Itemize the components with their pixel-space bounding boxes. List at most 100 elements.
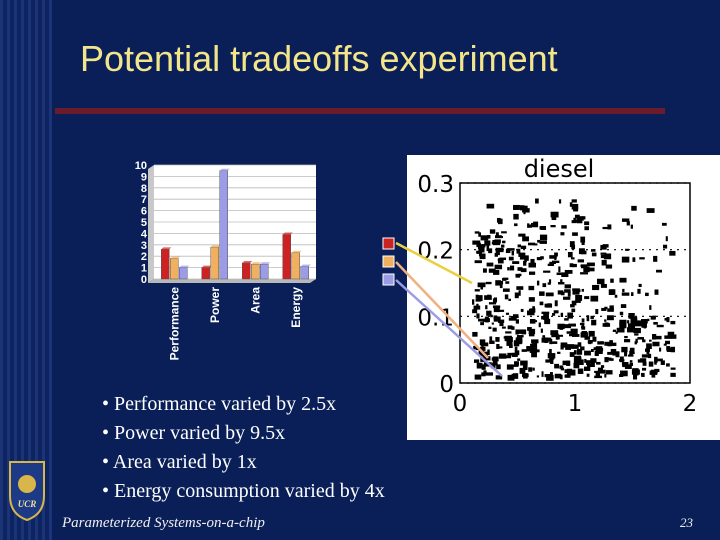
scatter-point (476, 313, 480, 319)
scatter-point (513, 204, 520, 210)
scatter-point (495, 375, 503, 380)
bar-chart: 0 1 2 3 4 5 6 7 8 9 10 Performance Power Area Energy (130, 155, 320, 370)
scatter-point (508, 317, 517, 321)
scatter-point (665, 340, 670, 345)
scatter-point (577, 359, 580, 362)
scatter-point (654, 356, 658, 363)
scatter-point (575, 290, 580, 295)
scatter-point (512, 373, 519, 379)
scatter-point (559, 374, 563, 380)
scatter-point (604, 319, 607, 322)
scatter-point (538, 322, 541, 328)
scatter-point (495, 232, 499, 237)
scatter-point (663, 343, 667, 346)
scatter-point (590, 358, 597, 363)
scatter-point (571, 203, 579, 210)
scatter-point (519, 205, 525, 209)
scatter-point (615, 331, 618, 334)
scatter-point (560, 279, 563, 283)
scatter-point (646, 351, 650, 355)
scatter-point (480, 322, 485, 326)
scatter-point (523, 211, 526, 215)
scatter-point (492, 327, 497, 332)
scatter-point (498, 353, 507, 359)
page-number: 23 (680, 515, 693, 530)
scatter-point (512, 261, 520, 264)
scatter-point (514, 346, 518, 351)
scatter-point (548, 279, 552, 284)
scatter-point (474, 231, 480, 234)
scatter-point (624, 364, 632, 370)
scatter-point (601, 259, 607, 266)
scatter-y-tick: 0.1 (417, 305, 454, 331)
scatter-point (540, 225, 547, 230)
scatter-point (571, 300, 577, 306)
scatter-point (546, 374, 554, 381)
scatter-point (572, 344, 579, 349)
scatter-point (602, 323, 611, 327)
bar-top (179, 265, 190, 268)
scatter-point (539, 240, 547, 244)
scatter-point (624, 351, 628, 357)
scatter-point (554, 373, 562, 379)
scatter-point (581, 241, 585, 245)
scatter-point (646, 343, 652, 350)
scatter-point (649, 305, 652, 310)
footer-text: Parameterized Systems-on-a-chip (62, 515, 265, 531)
scatter-point (669, 250, 676, 256)
legend-swatches (382, 237, 395, 286)
scatter-point (520, 245, 527, 250)
scatter-point (633, 374, 638, 380)
scatter-point (531, 339, 539, 344)
scatter-point (476, 303, 479, 308)
scatter-point (529, 271, 536, 275)
scatter-point (557, 290, 564, 295)
scatter-point (577, 218, 583, 224)
scatter-point (549, 372, 553, 376)
scatter-point (515, 275, 521, 278)
scatter-point (528, 285, 535, 291)
scatter-point (547, 282, 551, 285)
bar-top (210, 245, 221, 248)
scatter-point (558, 266, 561, 273)
scatter-point (472, 331, 478, 337)
scatter-point (552, 313, 556, 316)
scatter-point (571, 199, 577, 203)
scatter-point (628, 313, 635, 319)
scatter-point (607, 351, 614, 355)
bar (201, 267, 210, 280)
scatter-point (614, 294, 618, 298)
scatter-point (527, 327, 532, 331)
scatter-point (476, 251, 483, 254)
scatter-point (567, 291, 571, 297)
scatter-point (602, 226, 610, 230)
scatter-point (543, 270, 551, 273)
bar-top (242, 261, 253, 264)
scatter-point (560, 345, 564, 350)
scatter-point (610, 342, 617, 346)
scatter-point (506, 339, 513, 346)
scatter-point (479, 339, 486, 346)
scatter-point (528, 297, 535, 302)
scatter-point (505, 249, 511, 254)
scatter-point (630, 224, 633, 229)
scatter-point (564, 318, 569, 321)
y-tick-label: 4 (141, 228, 148, 240)
category-label: Performance (167, 287, 181, 361)
scatter-point (633, 327, 641, 334)
scatter-point (621, 292, 630, 296)
scatter-point (588, 340, 592, 345)
scatter-point (632, 316, 638, 323)
scatter-y-tick: 0 (439, 372, 454, 398)
bar-top (201, 265, 212, 268)
scatter-point (577, 342, 582, 347)
scatter-point (600, 365, 605, 368)
scatter-point (474, 289, 480, 292)
scatter-point (575, 300, 581, 303)
scatter-point (516, 286, 524, 290)
scatter-point (627, 354, 634, 357)
scatter-point (516, 335, 524, 338)
scatter-point (514, 361, 518, 367)
scatter-point (480, 357, 487, 362)
scatter-point (541, 315, 546, 320)
